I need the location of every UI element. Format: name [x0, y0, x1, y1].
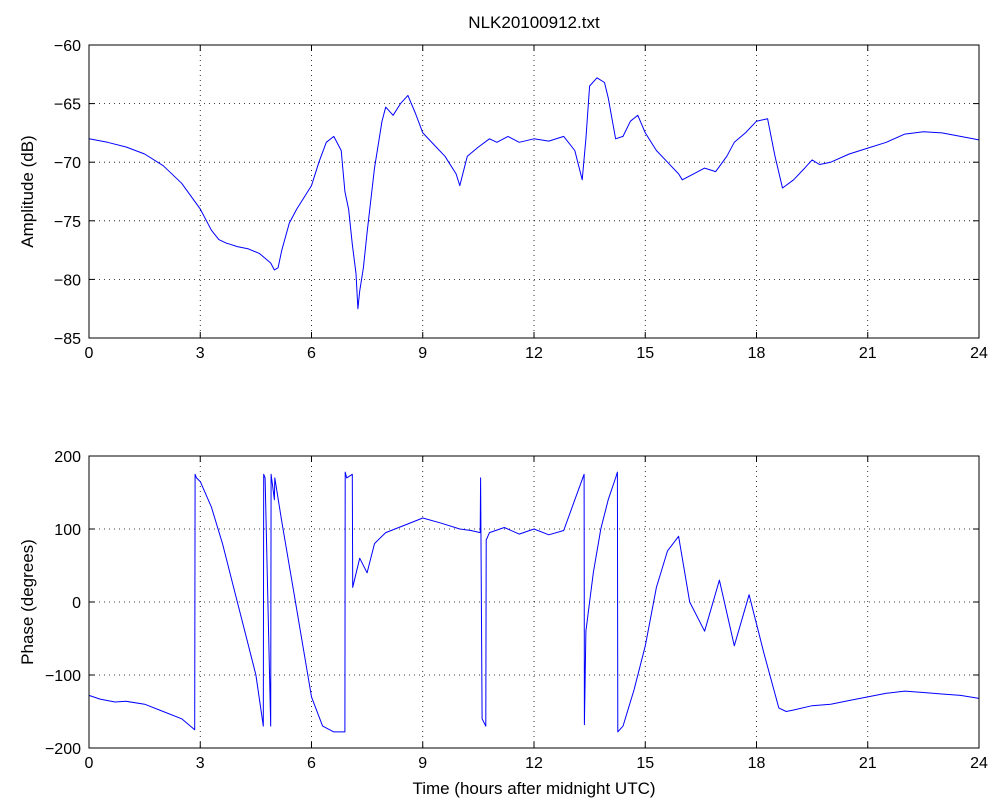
phase-y-tick-label: 0 [72, 595, 81, 612]
amplitude-y-tick-label: −70 [54, 155, 81, 172]
amplitude-x-tick-label: 6 [307, 345, 316, 362]
amplitude-y-tick-label: −85 [54, 331, 81, 348]
phase-y-axis-title: Phase (degrees) [18, 539, 37, 665]
phase-x-tick-label: 24 [970, 755, 988, 772]
amplitude-x-tick-label: 18 [748, 345, 766, 362]
phase-y-tick-label: −200 [45, 741, 81, 758]
amplitude-x-tick-label: 21 [859, 345, 877, 362]
amplitude-panel: 0 3 6 9 12 15 18 21 24 −85 −80 −75 −70 −65 −60 Amplitud… [18, 38, 988, 362]
phase-x-tick-label: 9 [418, 755, 427, 772]
phase-y-tick-label: −100 [45, 668, 81, 685]
amplitude-y-tick-label: −75 [54, 214, 81, 231]
phase-x-tick-label: 15 [636, 755, 654, 772]
amplitude-x-tick-label: 0 [85, 345, 94, 362]
phase-x-tick-label: 3 [196, 755, 205, 772]
phase-x-tick-label: 6 [307, 755, 316, 772]
phase-x-axis-title: Time (hours after midnight UTC) [412, 779, 655, 798]
amplitude-y-tick-label: −60 [54, 38, 81, 55]
phase-y-tick-label: 200 [54, 449, 81, 466]
amplitude-y-axis-title: Amplitude (dB) [18, 135, 37, 247]
chart-title: NLK20100912.txt [468, 13, 600, 32]
amplitude-axes-frame [88, 44, 980, 339]
phase-y-tick-label: 100 [54, 522, 81, 539]
amplitude-x-tick-label: 3 [196, 345, 205, 362]
phase-x-tick-label: 0 [85, 755, 94, 772]
amplitude-plot-area [89, 45, 979, 338]
phase-x-tick-label: 21 [859, 755, 877, 772]
amplitude-x-tick-label: 15 [636, 345, 654, 362]
phase-axes-frame [88, 455, 980, 749]
amplitude-series-line [88, 77, 980, 310]
amplitude-x-tick-label: 24 [970, 345, 988, 362]
phase-x-tick-label: 18 [748, 755, 766, 772]
amplitude-y-tick-label: −80 [54, 272, 81, 289]
phase-series-line [88, 471, 980, 733]
amplitude-x-tick-label: 9 [418, 345, 427, 362]
phase-x-tick-label: 12 [525, 755, 543, 772]
amplitude-x-tick-label: 12 [525, 345, 543, 362]
amplitude-y-tick-label: −65 [54, 97, 81, 114]
phase-panel: 0 3 6 9 12 15 18 21 24 −200 −100 0 100 200 Phase (degr… [18, 449, 988, 798]
